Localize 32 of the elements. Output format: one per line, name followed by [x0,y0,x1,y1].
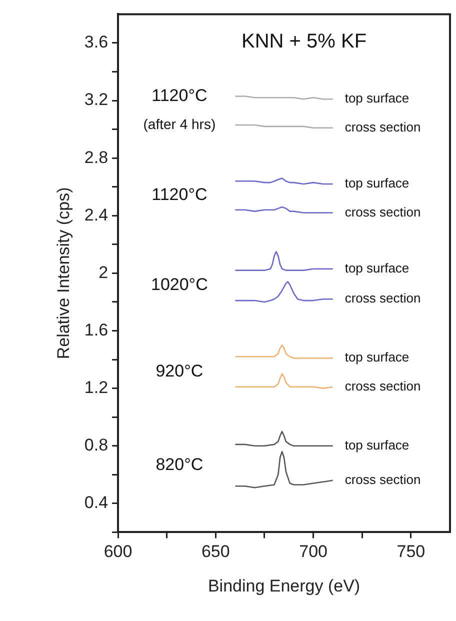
x-tick-label: 600 [104,542,132,562]
series-label: top surface [344,90,410,106]
y-tick-label: 0.4 [84,493,108,512]
annotation: 920°C [156,361,204,380]
series-label: cross section [344,119,421,134]
x-tick-label: 650 [201,542,230,562]
x-tick-label: 750 [396,542,426,562]
series-label: top surface [344,350,410,365]
x-tick-label: 700 [299,542,328,562]
annotation: 1020°C [150,275,208,294]
y-tick-label: 1.2 [84,378,108,397]
series-label: top surface [344,176,410,191]
series-label: top surface [344,437,410,452]
series-label: cross section [344,204,421,220]
annotation: (after 4 hrs) [143,116,216,132]
y-tick-label: 3.6 [84,32,108,52]
text: KNN + 5% KF [241,30,367,53]
y-axis-title: Relative Intensity (cps) [54,187,73,360]
y-tick-label: 1.6 [84,320,108,340]
annotation: 1120°C [152,86,208,105]
series-label: cross section [344,290,421,306]
annotation: 820°C [156,454,204,474]
series-label: top surface [344,260,410,276]
annotation: 1120°C [152,185,208,204]
x-axis-title: Binding Energy (eV) [208,576,360,596]
y-tick-label: 2.8 [84,148,108,167]
series-label: cross section [344,378,421,394]
y-tick-label: 2.4 [84,205,108,224]
y-tick-label: 0.8 [84,436,108,455]
y-tick-label: 3.2 [84,90,108,110]
series-label: cross section [344,472,421,487]
y-tick-label: 2 [98,262,108,282]
